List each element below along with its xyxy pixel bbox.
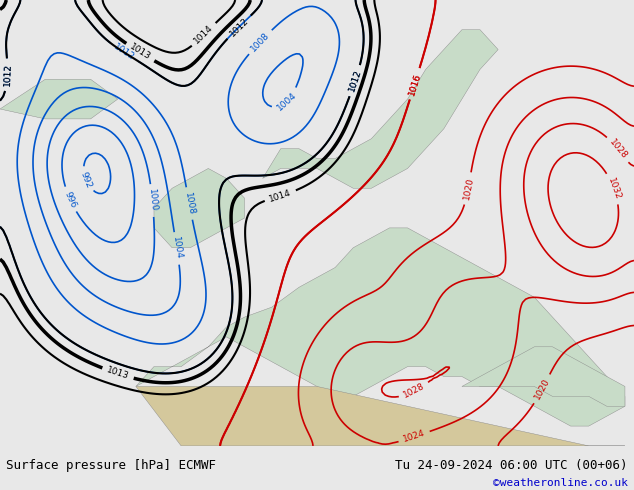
Text: 1024: 1024 — [402, 429, 427, 444]
Polygon shape — [154, 169, 245, 248]
Text: 1012: 1012 — [347, 69, 363, 93]
Text: 1032: 1032 — [605, 176, 622, 201]
Text: 992: 992 — [79, 170, 93, 189]
Text: 996: 996 — [63, 190, 78, 209]
Text: 1013: 1013 — [105, 366, 130, 381]
Text: 1013: 1013 — [128, 43, 152, 62]
Text: 1016: 1016 — [407, 72, 422, 96]
Text: 1020: 1020 — [533, 377, 552, 401]
Text: 1014: 1014 — [268, 188, 293, 204]
Text: 1008: 1008 — [249, 30, 271, 53]
Text: 1014: 1014 — [193, 24, 215, 46]
Text: 1012: 1012 — [112, 43, 136, 62]
Text: 1020: 1020 — [462, 176, 475, 200]
Polygon shape — [136, 228, 625, 426]
Text: 1012: 1012 — [347, 69, 363, 93]
Text: 1012: 1012 — [228, 16, 250, 38]
Text: Tu 24-09-2024 06:00 UTC (00+06): Tu 24-09-2024 06:00 UTC (00+06) — [395, 459, 628, 472]
Polygon shape — [0, 79, 118, 119]
Text: ©weatheronline.co.uk: ©weatheronline.co.uk — [493, 478, 628, 488]
Polygon shape — [462, 347, 625, 406]
Polygon shape — [262, 30, 498, 188]
Text: 1004: 1004 — [275, 90, 298, 112]
Text: 1016: 1016 — [407, 72, 422, 96]
Text: 1028: 1028 — [402, 382, 427, 400]
Text: 1028: 1028 — [607, 138, 629, 161]
Text: Surface pressure [hPa] ECMWF: Surface pressure [hPa] ECMWF — [6, 459, 216, 472]
Text: 1008: 1008 — [183, 192, 196, 216]
Text: 1000: 1000 — [146, 189, 158, 212]
Text: 1004: 1004 — [171, 236, 183, 260]
Polygon shape — [136, 387, 625, 446]
Text: 1012: 1012 — [3, 63, 13, 86]
Text: 1012: 1012 — [3, 63, 13, 86]
